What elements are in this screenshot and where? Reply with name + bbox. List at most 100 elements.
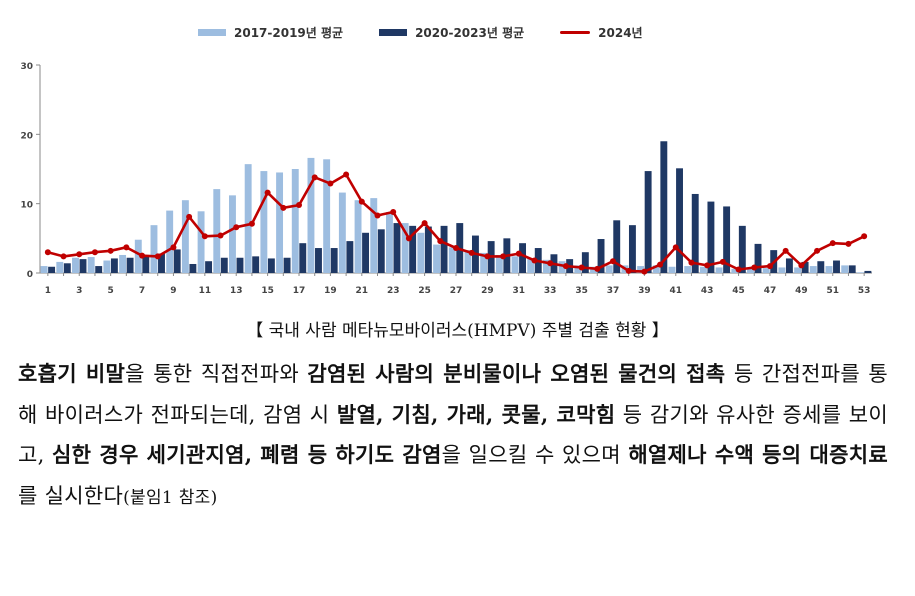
legend-item-2017-2019: 2017-2019년 평균 xyxy=(198,24,343,41)
bar-2017-2019 xyxy=(229,195,236,273)
bar-2020-2023 xyxy=(330,248,338,273)
legend-swatch-2017-2019 xyxy=(198,29,226,36)
bar-2017-2019 xyxy=(464,250,472,273)
point-2024 xyxy=(44,249,51,256)
bar-2020-2023 xyxy=(173,249,181,273)
legend-label-2017-2019: 2017-2019년 평균 xyxy=(234,26,344,40)
point-2024 xyxy=(766,263,773,270)
bar-2020-2023 xyxy=(597,239,605,273)
point-2024 xyxy=(374,212,381,219)
x-tick-label: 23 xyxy=(387,286,400,296)
x-tick-label: 21 xyxy=(356,286,369,296)
bar-2017-2019 xyxy=(527,258,535,273)
y-tick-label: 30 xyxy=(20,62,33,72)
bar-2020-2023 xyxy=(126,257,134,273)
point-2024 xyxy=(468,249,475,256)
bar-2017-2019 xyxy=(386,211,393,273)
point-2024 xyxy=(280,204,287,211)
point-2024 xyxy=(91,249,98,256)
bar-2017-2019 xyxy=(276,172,284,273)
bar-2017-2019 xyxy=(574,265,582,273)
text-regular: 를 실시한다 xyxy=(18,483,124,508)
bar-2020-2023 xyxy=(110,258,118,273)
bar-2020-2023 xyxy=(424,226,432,273)
bar-2017-2019 xyxy=(119,254,127,273)
x-tick-label: 31 xyxy=(513,286,526,296)
bar-2017-2019 xyxy=(794,267,802,273)
y-tick-label: 0 xyxy=(27,270,33,280)
bar-2020-2023 xyxy=(409,225,417,273)
point-2024 xyxy=(201,233,208,240)
bar-2020-2023 xyxy=(48,266,56,273)
bar-2017-2019 xyxy=(103,260,111,273)
bar-2017-2019 xyxy=(856,272,864,273)
bar-2017-2019 xyxy=(605,265,613,273)
point-2024 xyxy=(264,189,271,196)
point-2024 xyxy=(296,202,303,209)
text-regular: 등 간접전파를 통해 바이러스가 전파되는데, 감염 시 xyxy=(18,362,889,427)
bar-2020-2023 xyxy=(676,168,683,273)
point-2024 xyxy=(704,262,711,269)
reference-note: (붙임1 참조) xyxy=(123,487,218,508)
point-2024 xyxy=(594,265,601,272)
point-2024 xyxy=(814,247,821,254)
point-2024 xyxy=(248,220,255,227)
bar-2020-2023 xyxy=(864,270,872,273)
point-2024 xyxy=(672,244,679,251)
bar-2017-2019 xyxy=(652,265,660,273)
point-2024 xyxy=(829,240,836,247)
bar-2020-2023 xyxy=(346,241,354,273)
point-2024 xyxy=(107,247,114,254)
point-2024 xyxy=(547,260,554,267)
x-tick-label: 39 xyxy=(638,286,651,296)
bar-2020-2023 xyxy=(440,225,448,273)
bar-2020-2023 xyxy=(833,260,840,273)
bar-2017-2019 xyxy=(809,266,817,273)
bar-2020-2023 xyxy=(299,243,307,273)
y-tick-label: 10 xyxy=(20,201,33,211)
bar-2020-2023 xyxy=(519,243,526,273)
bar-2017-2019 xyxy=(244,164,252,273)
bar-2017-2019 xyxy=(417,232,425,273)
bar-2020-2023 xyxy=(377,229,385,273)
point-2024 xyxy=(358,198,365,205)
point-2024 xyxy=(515,250,522,257)
x-tick-label: 45 xyxy=(732,286,745,296)
bar-2017-2019 xyxy=(197,211,205,273)
bar-2020-2023 xyxy=(660,141,668,273)
bar-2020-2023 xyxy=(267,258,275,273)
x-tick-label: 53 xyxy=(858,286,871,296)
bar-2020-2023 xyxy=(613,220,621,273)
bar-2017-2019 xyxy=(841,265,849,273)
point-2024 xyxy=(798,262,805,269)
x-tick-label: 47 xyxy=(764,286,777,296)
bar-2020-2023 xyxy=(707,201,715,273)
bar-2020-2023 xyxy=(236,257,244,273)
bar-2020-2023 xyxy=(581,252,589,273)
point-2024 xyxy=(170,244,177,251)
bar-2020-2023 xyxy=(723,206,731,273)
bar-2020-2023 xyxy=(393,223,401,273)
point-2024 xyxy=(531,257,538,264)
x-tick-label: 51 xyxy=(826,286,839,296)
bar-2017-2019 xyxy=(213,189,221,273)
series-2024-line xyxy=(44,171,868,275)
chart-caption: 【 국내 사람 메타뉴모바이러스(HMPV) 주별 검출 현황 】 xyxy=(246,321,669,341)
bar-2020-2023 xyxy=(801,261,809,273)
point-2024 xyxy=(139,252,146,259)
point-2024 xyxy=(327,180,334,187)
bar-2017-2019 xyxy=(433,244,441,273)
bar-2017-2019 xyxy=(87,257,95,273)
legend-label-2020-2023: 2020-2023년 평균 xyxy=(415,26,525,40)
bar-2017-2019 xyxy=(542,259,550,273)
point-2024 xyxy=(233,224,240,231)
bar-2017-2019 xyxy=(40,266,48,273)
x-tick-label: 7 xyxy=(139,286,145,296)
point-2024 xyxy=(421,220,428,227)
bar-2017-2019 xyxy=(291,169,299,273)
point-2024 xyxy=(123,244,130,251)
bar-2017-2019 xyxy=(558,261,566,273)
bar-2020-2023 xyxy=(628,225,636,273)
bar-2020-2023 xyxy=(205,261,213,273)
bar-2020-2023 xyxy=(362,232,370,273)
